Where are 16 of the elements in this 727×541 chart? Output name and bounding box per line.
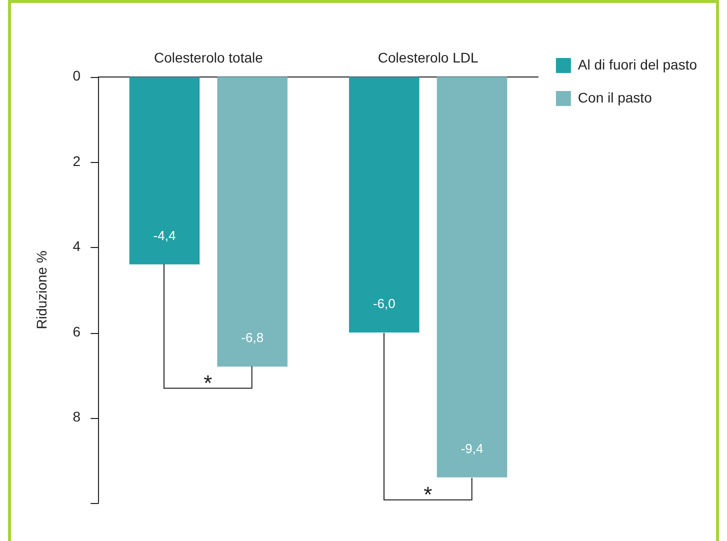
legend-label: Con il pasto — [578, 89, 652, 106]
annotation: * — [424, 481, 433, 506]
x-tick-label: Colesterolo LDL — [378, 49, 478, 66]
data-label: -6,0 — [372, 296, 396, 312]
y-tick-label: 2 — [72, 152, 81, 169]
data-label: -4,4 — [153, 228, 176, 243]
y-tick-label: 8 — [72, 408, 81, 425]
x-tick-label: Colesterolo totale — [154, 49, 264, 66]
data-label: -6,8 — [241, 330, 264, 346]
y-tick-label: 6 — [72, 323, 81, 340]
y-tick-label: 4 — [72, 238, 81, 254]
data-label: -9,4 — [460, 441, 484, 456]
y-tick-label: 0 — [72, 68, 81, 84]
y-axis-title: Riduzione % — [33, 250, 50, 330]
legend-label: Al di fuori del pasto — [578, 56, 698, 72]
annotation: * — [204, 370, 214, 396]
